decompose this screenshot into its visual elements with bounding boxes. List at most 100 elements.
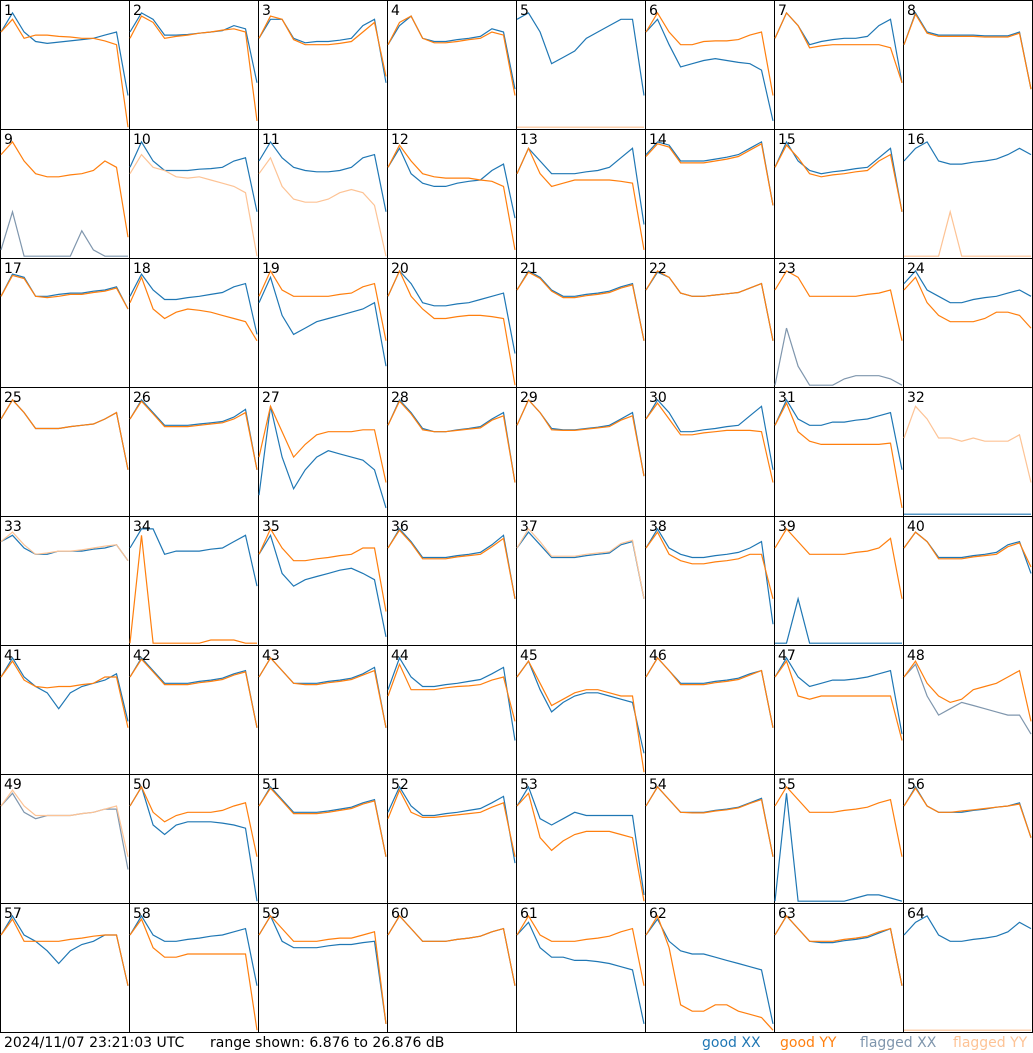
- xx-spectrum: [0, 273, 129, 310]
- yy-spectrum: [516, 398, 645, 477]
- panel: [129, 774, 259, 904]
- panel-label: 9: [4, 132, 13, 148]
- panel-label: 21: [520, 261, 538, 277]
- xx-spectrum: [387, 656, 516, 741]
- yy-spectrum: [0, 140, 129, 238]
- panel-label: 11: [262, 132, 280, 148]
- yy-spectrum: [258, 656, 387, 728]
- panel-label: 36: [391, 519, 409, 535]
- xx-spectrum: [516, 270, 645, 341]
- panel: [129, 258, 259, 388]
- yy-spectrum: [129, 400, 258, 470]
- panel-label: 19: [262, 261, 280, 277]
- panel-label: 53: [520, 777, 538, 793]
- panel: [516, 129, 646, 259]
- yy-spectrum: [903, 405, 1032, 483]
- panel-label: 57: [4, 906, 22, 922]
- xx-spectrum: [645, 18, 774, 122]
- xx-spectrum: [516, 659, 645, 754]
- yy-spectrum: [774, 11, 903, 83]
- yy-spectrum: [516, 914, 645, 986]
- xx-spectrum: [0, 656, 129, 722]
- panel-label: 41: [4, 648, 22, 664]
- panel: [129, 516, 259, 646]
- yy-spectrum: [516, 527, 645, 599]
- xx-spectrum: [258, 533, 387, 638]
- yy-spectrum: [904, 209, 1031, 257]
- panel: [903, 387, 1033, 517]
- xx-spectrum: [129, 398, 258, 470]
- panel: [645, 645, 775, 775]
- panel-label: 7: [778, 3, 787, 19]
- panel-label: 23: [778, 261, 796, 277]
- xx-spectrum: [774, 656, 903, 735]
- panel-label: 43: [262, 648, 280, 664]
- xx-spectrum: [0, 792, 129, 870]
- xx-spectrum: [775, 596, 902, 644]
- yy-spectrum: [258, 156, 387, 257]
- panel-label: 22: [649, 261, 667, 277]
- yy-spectrum: [387, 269, 516, 386]
- panel: [0, 0, 130, 130]
- panel: [645, 129, 775, 259]
- xx-spectrum: [129, 914, 258, 986]
- panel-label: 48: [907, 648, 925, 664]
- panel-label: 49: [4, 777, 22, 793]
- panel-label: 59: [262, 906, 280, 922]
- xx-spectrum: [387, 785, 516, 864]
- panel: [0, 516, 130, 646]
- yy-spectrum: [645, 530, 774, 599]
- panel-label: 58: [133, 906, 151, 922]
- yy-spectrum: [387, 15, 516, 96]
- yy-spectrum: [0, 398, 129, 470]
- panel: [258, 516, 388, 646]
- yy-spectrum: [258, 404, 387, 483]
- xx-spectrum: [387, 398, 516, 483]
- panel-label: 2: [133, 3, 142, 19]
- panel: [903, 0, 1033, 130]
- yy-spectrum: [129, 153, 258, 257]
- yy-spectrum: [0, 274, 129, 310]
- panel: [774, 129, 904, 259]
- xx-spectrum: [0, 11, 129, 96]
- panel: [258, 903, 388, 1033]
- xx-spectrum: [258, 406, 387, 509]
- panel: [774, 645, 904, 775]
- xx-spectrum: [645, 271, 774, 341]
- yy-spectrum: [387, 914, 516, 986]
- panel: [258, 387, 388, 517]
- panel-label: 10: [133, 132, 151, 148]
- xx-spectrum: [129, 140, 258, 212]
- panel-label: 16: [907, 132, 925, 148]
- panel: [258, 258, 388, 388]
- panel: [645, 258, 775, 388]
- panel-label: 50: [133, 777, 151, 793]
- legend-entry: good XX: [702, 1035, 761, 1051]
- xx-spectrum: [645, 140, 774, 206]
- xx-spectrum: [129, 528, 258, 587]
- yy-spectrum: [645, 656, 774, 728]
- xx-spectrum: [129, 656, 258, 728]
- xx-spectrum: [0, 398, 129, 470]
- yy-spectrum: [129, 917, 258, 1031]
- xx-spectrum: [645, 917, 774, 1025]
- range-label: range shown: 6.876 to 26.876 dB: [210, 1035, 444, 1051]
- yy-spectrum: [645, 785, 774, 857]
- xx-spectrum: [903, 269, 1032, 304]
- panel: [0, 645, 130, 775]
- panel-label: 63: [778, 906, 796, 922]
- panel: [129, 903, 259, 1033]
- yy-spectrum: [645, 914, 774, 1031]
- yy-spectrum: [258, 269, 387, 341]
- panel: [0, 387, 130, 517]
- yy-spectrum: [258, 527, 387, 612]
- xx-spectrum: [258, 140, 387, 212]
- yy-spectrum: [258, 914, 387, 1024]
- panel-label: 28: [391, 390, 409, 406]
- xx-spectrum: [903, 785, 1032, 838]
- panel-label: 8: [907, 3, 916, 19]
- panel-label: 24: [907, 261, 925, 277]
- panel: [774, 516, 904, 646]
- xx-spectrum: [903, 141, 1032, 165]
- xx-spectrum: [129, 12, 258, 83]
